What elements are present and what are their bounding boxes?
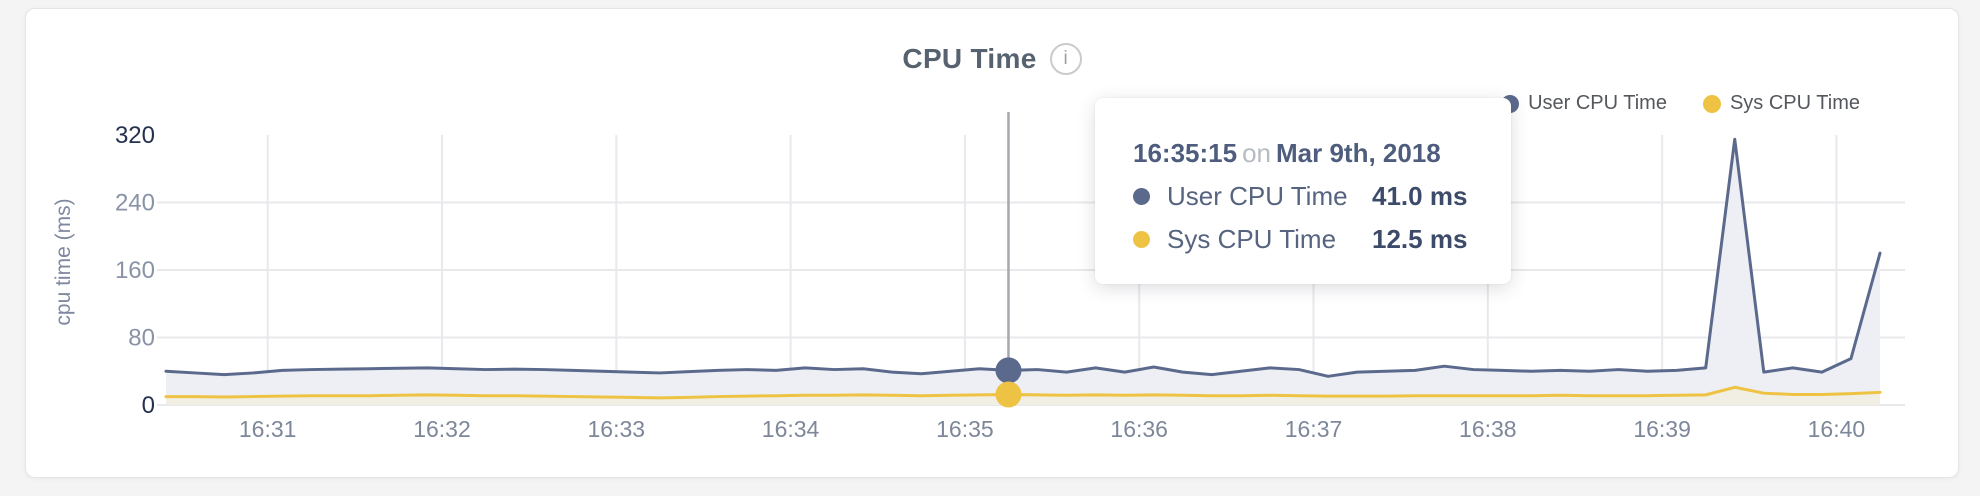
legend-item-user[interactable]: User CPU Time xyxy=(1501,92,1667,115)
user-series-dot xyxy=(1133,187,1150,205)
tooltip-label-user: User CPU Time xyxy=(1167,180,1348,211)
y-tick-label: 0 xyxy=(142,392,155,419)
y-axis-title: cpu time (ms) xyxy=(52,198,75,325)
series-lines xyxy=(164,137,1882,400)
sys-hover-dot xyxy=(995,381,1022,408)
chart-title: CPU Time xyxy=(902,43,1037,74)
chart-tooltip: 16:35:15 on Mar 9th, 2018 User CPU Time 41… xyxy=(1095,98,1511,284)
y-tick-label: 240 xyxy=(115,190,155,217)
user-hover-dot xyxy=(995,357,1022,384)
y-tick-label: 80 xyxy=(128,325,155,352)
chart-plot-area[interactable] xyxy=(166,135,1880,405)
y-tick-label: 160 xyxy=(115,257,155,284)
tooltip-connector: on xyxy=(1242,138,1271,168)
x-tick-label: 16:40 xyxy=(1808,416,1866,442)
user-cpu-line xyxy=(164,137,1882,378)
legend: User CPU Time Sys CPU Time xyxy=(1501,92,1860,115)
axis-labels: 0 80 160 240 320 16:31 16:32 16:33 16:34 16:35 16:… xyxy=(52,122,1865,442)
tooltip-header: 16:35:15 on Mar 9th, 2018 xyxy=(1133,138,1511,168)
x-tick-label: 16:32 xyxy=(413,416,471,442)
sys-series-dot xyxy=(1133,230,1150,248)
hover-dots xyxy=(995,357,1022,408)
sys-series-dot xyxy=(1702,94,1721,113)
x-tick-label: 16:34 xyxy=(762,416,820,442)
x-tick-label: 16:35 xyxy=(936,416,994,442)
x-tick-label: 16:36 xyxy=(1110,416,1168,442)
tooltip-value-sys: 12.5 ms xyxy=(1372,223,1468,254)
legend-item-sys[interactable]: Sys CPU Time xyxy=(1702,92,1860,115)
info-icon-glyph: i xyxy=(1063,48,1068,69)
user-cpu-area xyxy=(166,139,1880,405)
sys-cpu-line xyxy=(164,385,1882,400)
tooltip-row-user: User CPU Time 41.0 ms xyxy=(1133,181,1511,211)
x-tick-label: 16:38 xyxy=(1459,416,1517,442)
y-tick-label: 320 xyxy=(115,122,155,149)
x-tick-label: 16:37 xyxy=(1285,416,1343,442)
legend-label-sys: Sys CPU Time xyxy=(1729,92,1860,114)
tooltip-row-sys: Sys CPU Time 12.5 ms xyxy=(1133,224,1511,254)
tooltip-time: 16:35:15 xyxy=(1133,138,1238,168)
tooltip-value-user: 41.0 ms xyxy=(1372,180,1468,211)
x-tick-label: 16:39 xyxy=(1633,416,1691,442)
chart-header: CPU Time i xyxy=(26,43,1958,75)
info-icon[interactable]: i xyxy=(1049,43,1082,75)
tooltip-date: Mar 9th, 2018 xyxy=(1276,138,1441,168)
tooltip-label-sys: Sys CPU Time xyxy=(1167,223,1337,254)
legend-label-user: User CPU Time xyxy=(1528,92,1667,114)
x-tick-label: 16:31 xyxy=(239,416,297,442)
x-tick-label: 16:33 xyxy=(588,416,646,442)
